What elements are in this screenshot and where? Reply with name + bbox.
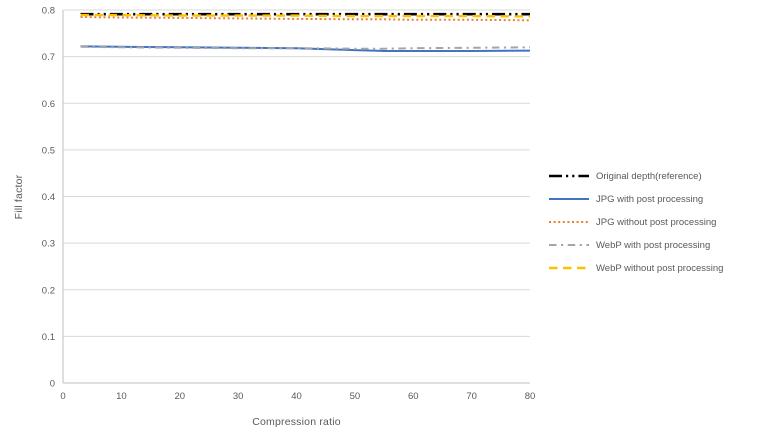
legend-item: JPG with post processing (548, 193, 723, 205)
x-tick-label: 30 (233, 391, 244, 402)
legend-line-sample (549, 266, 589, 270)
y-tick-label: 0.8 (42, 6, 55, 17)
legend-line-sample (549, 244, 589, 246)
x-tick-label: 10 (116, 391, 127, 402)
x-tick-label: 70 (466, 391, 477, 402)
legend-line-sample (549, 174, 589, 178)
series-line (80, 16, 531, 22)
x-tick-label: 80 (525, 391, 536, 402)
y-tick-label: 0.1 (42, 332, 55, 343)
y-tick-label: 0.6 (42, 99, 55, 110)
x-tick-label: 0 (60, 391, 65, 402)
x-axis-title: Compression ratio (252, 416, 341, 428)
legend-item: WebP without post processing (548, 262, 723, 274)
legend-line-sample (549, 198, 589, 200)
legend-label: JPG without post processing (596, 216, 717, 228)
y-tick-label: 0.3 (42, 239, 55, 250)
x-tick-label: 40 (291, 391, 302, 402)
legend-item: JPG without post processing (548, 216, 723, 228)
legend-item: Original depth(reference) (548, 170, 723, 182)
legend: Original depth(reference) JPG with post p… (548, 170, 723, 274)
series-line (80, 45, 531, 50)
legend-line-sample (549, 221, 589, 223)
y-tick-label: 0.7 (42, 52, 55, 63)
y-tick-label: 0.5 (42, 145, 55, 156)
series-line (80, 13, 531, 18)
x-tick-label: 60 (408, 391, 419, 402)
y-tick-label: 0.2 (42, 285, 55, 296)
x-tick-label: 20 (174, 391, 185, 402)
y-tick-label: 0.4 (42, 192, 55, 203)
legend-label: JPG with post processing (596, 193, 704, 205)
legend-label: WebP with post processing (596, 239, 711, 251)
x-tick-label: 50 (350, 391, 361, 402)
y-axis-title: Fill factor (13, 174, 25, 220)
legend-label: WebP without post processing (596, 262, 724, 274)
legend-item: WebP with post processing (548, 239, 723, 251)
legend-label: Original depth(reference) (596, 170, 702, 182)
y-tick-label: 0 (50, 379, 55, 390)
